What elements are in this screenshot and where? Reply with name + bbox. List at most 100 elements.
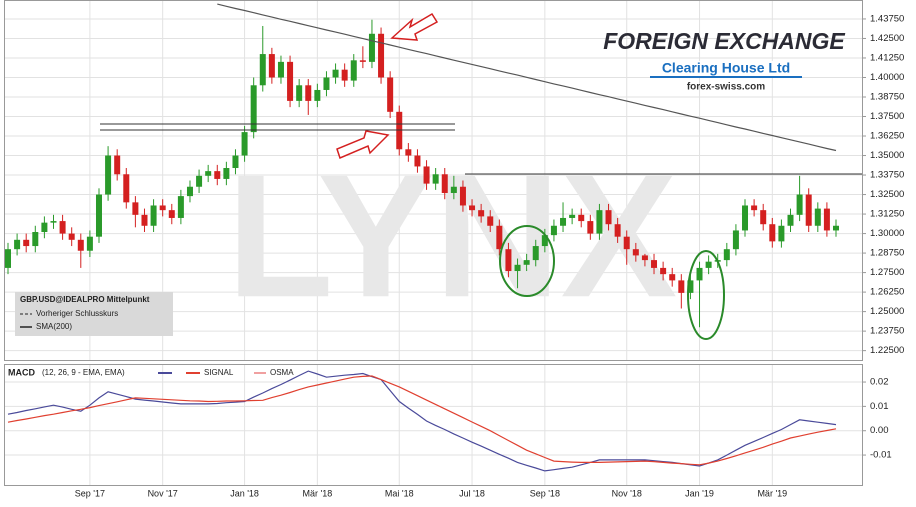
candle-body — [496, 225, 503, 250]
y-tick-label: 1.31250 — [870, 209, 904, 220]
candle-body — [632, 249, 639, 256]
candle-body — [705, 261, 712, 268]
candle-body — [541, 235, 548, 247]
legend-box — [15, 292, 173, 336]
candle-body — [723, 249, 730, 261]
y-tick-label: 1.42500 — [870, 33, 904, 44]
macd-legend: MACD (12, 26, 9 - EMA, EMA) SIGNAL OSMA — [8, 367, 294, 377]
price-frame — [4, 0, 863, 361]
candle-body — [678, 280, 685, 293]
legend-label: SIGNAL — [204, 368, 234, 377]
candle-body — [605, 210, 612, 225]
candle-body — [159, 205, 166, 211]
candle-body — [359, 60, 366, 62]
legend-title: GBP.USD@IDEALPRO Mittelpunkt — [20, 295, 150, 304]
candle-body — [459, 186, 466, 206]
candle-body — [378, 33, 385, 78]
candle-body — [569, 214, 576, 218]
candle-body — [478, 210, 485, 217]
candle-body — [523, 260, 530, 265]
macd-frame — [4, 364, 863, 486]
x-tick-label: Mai '18 — [385, 488, 414, 498]
y-tick-label: 1.23750 — [870, 326, 904, 337]
x-tick-label: Sep '17 — [75, 488, 105, 498]
candle-body — [405, 149, 412, 156]
candle-body — [341, 69, 348, 81]
candle-body — [323, 77, 330, 90]
candle-body — [387, 77, 394, 112]
candle-body — [560, 217, 567, 226]
x-tick-label: Mär '19 — [757, 488, 787, 498]
candle-body — [141, 214, 148, 226]
candle-body — [614, 224, 621, 237]
highlight-ellipse — [687, 250, 725, 340]
candle-body — [123, 174, 130, 203]
candle-body — [596, 210, 603, 234]
watermark: LYNX — [227, 139, 678, 334]
logo-subtitle: Clearing House Ltd — [662, 60, 790, 76]
logo: FOREIGN EXCHANGE Clearing House Ltd fore… — [603, 28, 845, 93]
candle-body — [23, 239, 30, 247]
candle-body — [787, 214, 794, 226]
candle-body — [423, 166, 430, 184]
candle-body — [769, 224, 776, 242]
candle-body — [59, 221, 66, 234]
candle-body — [268, 54, 275, 78]
candle-body — [469, 205, 476, 211]
candle-body — [532, 246, 539, 261]
x-tick-label: Nov '17 — [148, 488, 178, 498]
candle-body — [778, 225, 785, 242]
candle-body — [277, 61, 284, 78]
y-tick-label: 1.32500 — [870, 189, 904, 200]
y-tick-label: 0.02 — [870, 377, 889, 388]
candle-body — [332, 69, 339, 78]
logo-title: FOREIGN EXCHANGE — [603, 28, 845, 54]
x-tick-label: Jan '19 — [685, 488, 714, 498]
candle-body — [41, 222, 48, 233]
candle-body — [150, 205, 157, 226]
x-tick-label: Nov '18 — [612, 488, 642, 498]
candle-body — [651, 260, 658, 268]
candle-body — [396, 111, 403, 150]
candle-body — [314, 89, 321, 101]
plot — [5, 3, 839, 472]
candle-body — [805, 194, 812, 226]
candle-body — [450, 186, 457, 193]
candle-body — [77, 239, 84, 251]
legend-label: Vorheriger Schlusskurs — [36, 309, 118, 318]
y-tick-label: 1.43750 — [870, 13, 904, 24]
candle-body — [168, 210, 175, 218]
y-tick-label: 1.25000 — [870, 306, 904, 317]
candle-body — [641, 255, 648, 261]
candle-body — [196, 175, 203, 187]
y-tick-label: 0.01 — [870, 401, 889, 412]
x-tick-label: Jan '18 — [230, 488, 259, 498]
candle-body — [487, 216, 494, 226]
y-tick-label: 0.00 — [870, 425, 889, 436]
candle-body — [687, 280, 694, 293]
candle-body — [132, 202, 139, 215]
logo-url: forex-swiss.com — [687, 82, 765, 93]
x-tick-label: Sep '18 — [530, 488, 560, 498]
candle-body — [814, 208, 821, 226]
candle-body — [259, 54, 266, 86]
macd-line — [7, 370, 837, 472]
candle-body — [205, 171, 212, 176]
y-tick-label: 1.37500 — [870, 111, 904, 122]
y-tick-label: 1.33750 — [870, 170, 904, 181]
y-tick-label: 1.27500 — [870, 267, 904, 278]
candle-body — [68, 233, 75, 240]
candle-body — [696, 267, 703, 281]
candle-body — [14, 239, 21, 250]
candle-body — [86, 236, 93, 251]
candle-body — [578, 214, 585, 222]
candle-body — [669, 274, 676, 281]
candle-body — [441, 174, 448, 193]
legend-label: OSMA — [270, 368, 294, 377]
macd-line — [7, 375, 837, 466]
candle-body — [505, 249, 512, 272]
candle-body — [214, 171, 221, 179]
y-tick-label: 1.26250 — [870, 287, 904, 298]
candle-body — [414, 155, 421, 167]
candle-body — [368, 33, 375, 62]
